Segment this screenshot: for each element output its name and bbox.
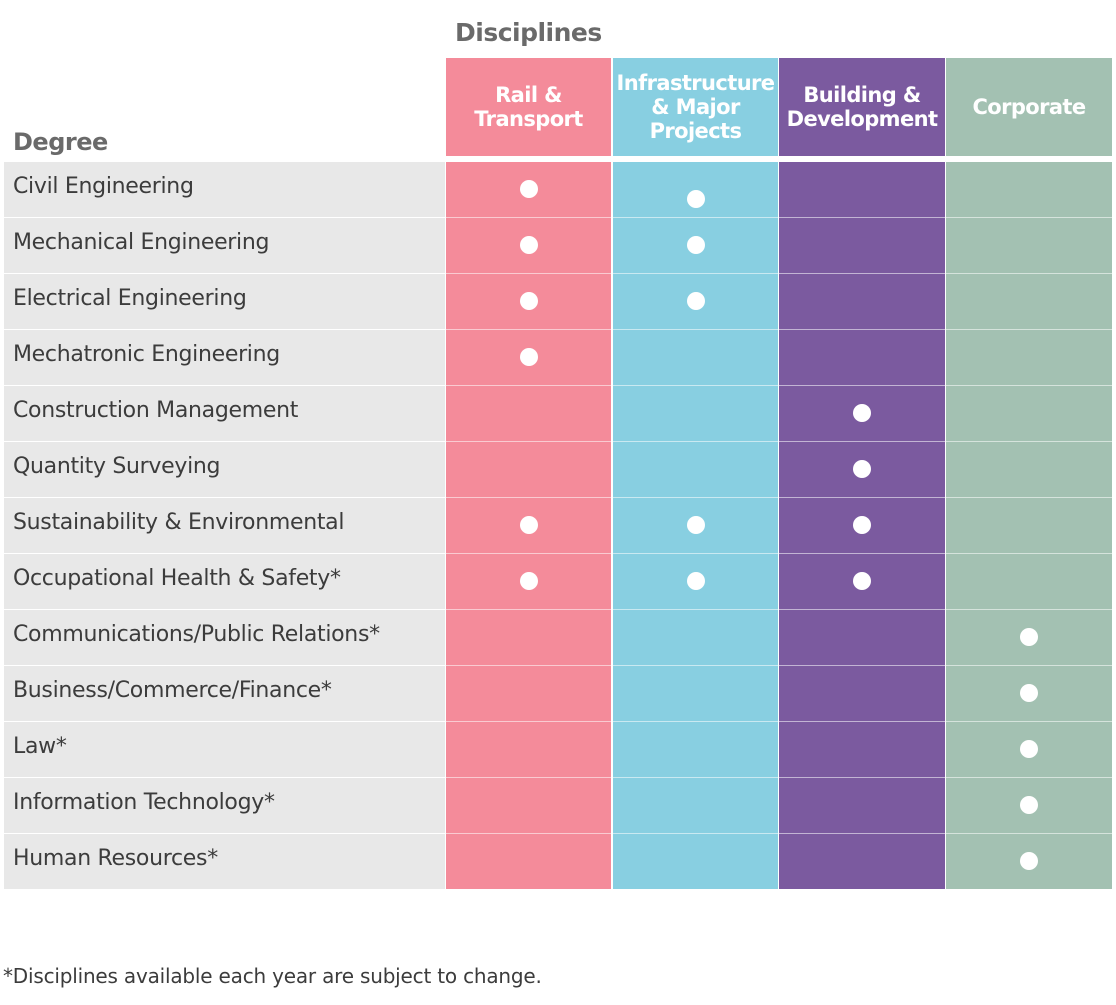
column-header-4: Corporate	[946, 58, 1112, 156]
degree-label: Electrical Engineering	[13, 286, 247, 311]
availability-dot	[519, 516, 538, 534]
table-row	[4, 218, 445, 273]
availability-dot	[686, 190, 705, 208]
table-row	[4, 386, 445, 441]
row-divider	[446, 441, 1112, 442]
column-header-1: Rail & Transport	[446, 58, 611, 156]
availability-dot	[1020, 852, 1038, 870]
availability-dot	[519, 572, 538, 590]
availability-dot	[686, 516, 705, 534]
table-row	[4, 554, 445, 609]
degree-label: Occupational Health & Safety*	[13, 566, 341, 591]
row-divider	[446, 553, 1112, 554]
degree-label: Mechatronic Engineering	[13, 342, 280, 367]
row-divider	[446, 777, 1112, 778]
availability-dot	[1020, 684, 1038, 702]
table-row	[4, 442, 445, 497]
degree-label: Quantity Surveying	[13, 454, 221, 479]
degree-label: Business/Commerce/Finance*	[13, 678, 332, 703]
availability-dot	[686, 572, 705, 590]
column-band-4	[946, 162, 1112, 889]
degree-label: Law*	[13, 734, 67, 759]
table-row	[4, 498, 445, 553]
availability-dot	[1020, 796, 1038, 814]
table-row	[4, 330, 445, 385]
degree-label: Information Technology*	[13, 790, 275, 815]
row-divider	[446, 273, 1112, 274]
degree-label: Mechanical Engineering	[13, 230, 270, 255]
availability-dot	[853, 516, 871, 534]
row-divider	[446, 385, 1112, 386]
availability-dot	[686, 292, 705, 310]
availability-dot	[519, 180, 538, 198]
row-divider	[446, 497, 1112, 498]
disciplines-heading: Disciplines	[455, 18, 602, 47]
degree-label: Civil Engineering	[13, 174, 194, 199]
row-divider	[446, 721, 1112, 722]
footnote: *Disciplines available each year are sub…	[3, 964, 542, 988]
row-divider	[446, 665, 1112, 666]
table-row	[4, 722, 445, 777]
table-row	[4, 610, 445, 665]
row-divider	[446, 833, 1112, 834]
availability-dot	[853, 460, 871, 478]
availability-dot	[686, 236, 705, 254]
table-row	[4, 834, 445, 889]
row-divider	[446, 609, 1112, 610]
degree-label: Construction Management	[13, 398, 299, 423]
availability-dot	[853, 404, 871, 422]
table-row	[4, 162, 445, 217]
table-row	[4, 666, 445, 721]
degree-heading: Degree	[13, 128, 108, 156]
table-row	[4, 778, 445, 833]
availability-dot	[519, 236, 538, 254]
column-header-2: Infrastructure & Major Projects	[613, 58, 778, 156]
availability-dot	[519, 348, 538, 366]
availability-dot	[1020, 740, 1038, 758]
degree-label: Communications/Public Relations*	[13, 622, 380, 647]
availability-dot	[519, 292, 538, 310]
column-header-3: Building & Development	[779, 58, 945, 156]
row-divider	[446, 217, 1112, 218]
table-row	[4, 274, 445, 329]
degree-label: Sustainability & Environmental	[13, 510, 345, 535]
availability-dot	[853, 572, 871, 590]
degree-label: Human Resources*	[13, 846, 218, 871]
availability-dot	[1020, 628, 1038, 646]
row-divider	[446, 329, 1112, 330]
